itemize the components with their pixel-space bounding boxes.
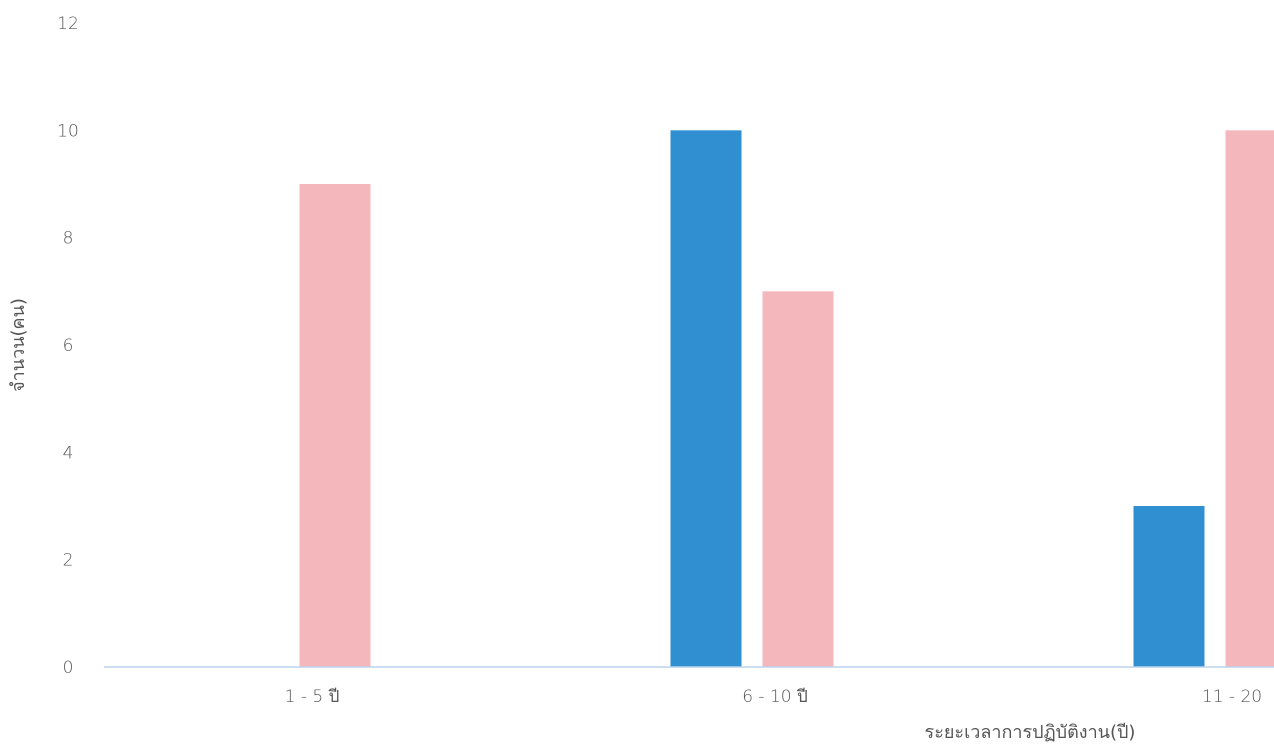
y-tick-label: 0 bbox=[63, 658, 74, 678]
y-tick-label: 10 bbox=[57, 121, 79, 141]
y-tick-label: 8 bbox=[63, 229, 74, 249]
bar bbox=[1133, 506, 1205, 667]
y-tick-label: 6 bbox=[63, 336, 74, 356]
x-tick-label: 1 - 5 ปี bbox=[285, 687, 340, 707]
bar bbox=[299, 184, 371, 667]
bar bbox=[670, 130, 742, 668]
x-axis-label: ระยะเวลาการปฏิบัติงาน(ปี) bbox=[925, 722, 1136, 743]
y-tick-label: 4 bbox=[63, 443, 74, 463]
bars bbox=[299, 130, 1274, 668]
y-tick-label: 12 bbox=[57, 14, 79, 34]
y-axis-ticks: 0 2 4 6 8 10 12 bbox=[57, 14, 79, 678]
bar bbox=[1225, 130, 1274, 668]
y-tick-label: 2 bbox=[63, 551, 74, 571]
y-axis-label: จำนวน(คน) bbox=[8, 298, 29, 392]
x-tick-label: 11 - 20 bbox=[1202, 687, 1262, 707]
x-tick-label: 6 - 10 ปี bbox=[742, 687, 808, 707]
bar bbox=[762, 291, 834, 667]
x-axis-ticks: 1 - 5 ปี 6 - 10 ปี 11 - 20 bbox=[285, 687, 1263, 707]
